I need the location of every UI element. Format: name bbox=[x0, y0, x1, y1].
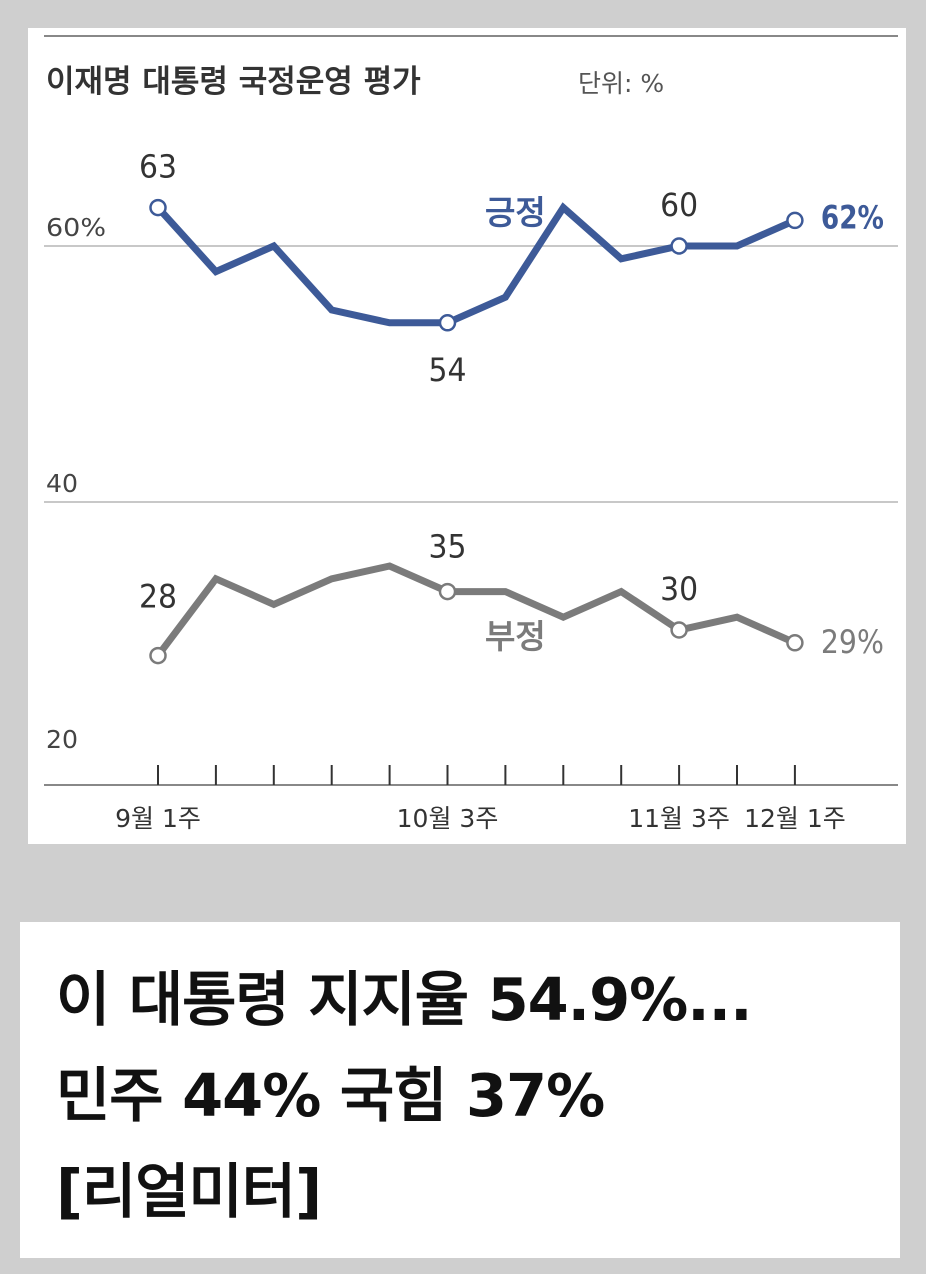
chart-panel: 이재명 대통령 국정운영 평가 단위: % 60% 40 20 9월 1주 10월 3… bbox=[28, 28, 906, 844]
data-point-marker bbox=[670, 621, 688, 639]
data-label: 30 bbox=[660, 570, 698, 608]
data-point-marker bbox=[149, 646, 167, 665]
y-tick-label: 20 bbox=[46, 725, 78, 754]
x-axis: 9월 1주 10월 3주 11월 3주 12월 1주 bbox=[115, 765, 846, 833]
data-point-marker bbox=[786, 211, 804, 230]
chart-title: 이재명 대통령 국정운영 평가 bbox=[46, 64, 421, 100]
y-tick-label: 60% bbox=[46, 213, 106, 242]
data-label: 54 bbox=[429, 351, 467, 389]
headline-line-1: 이 대통령 지지율 54.9%... bbox=[56, 965, 753, 1034]
series-name-label: 부정 bbox=[485, 617, 546, 656]
x-tick-label: 12월 1주 bbox=[744, 804, 846, 833]
label-layer: 63 54 60 62% 긍정 28 35 30 29% 부정 bbox=[139, 148, 884, 661]
y-tick-label: 40 bbox=[46, 469, 78, 498]
data-label: 62% bbox=[821, 198, 884, 236]
headline-panel: 이 대통령 지지율 54.9%... 민주 44% 국힘 37% [리얼미터] bbox=[20, 922, 900, 1258]
headline-line-2: 민주 44% 국힘 37% bbox=[56, 1061, 605, 1130]
data-label: 60 bbox=[660, 186, 698, 224]
data-label: 29% bbox=[821, 623, 884, 661]
grid-layer: 60% 40 20 bbox=[44, 213, 898, 786]
series-line-negative bbox=[155, 562, 797, 658]
data-point-marker bbox=[438, 582, 457, 601]
series-name-label: 긍정 bbox=[485, 193, 546, 232]
x-tick-label: 10월 3주 bbox=[397, 804, 499, 833]
x-tick-label: 9월 1주 bbox=[115, 804, 201, 833]
line-chart: 이재명 대통령 국정운영 평가 단위: % 60% 40 20 9월 1주 10월 3… bbox=[44, 35, 898, 833]
data-label: 35 bbox=[429, 528, 467, 566]
data-point-marker bbox=[149, 198, 167, 217]
unit-label: 단위: % bbox=[578, 69, 664, 98]
series-layer bbox=[149, 198, 804, 665]
data-point-marker bbox=[670, 237, 688, 255]
data-point-marker bbox=[438, 314, 457, 332]
data-point-marker bbox=[786, 634, 804, 652]
data-label: 28 bbox=[139, 578, 177, 616]
x-tick-label: 11월 3주 bbox=[628, 804, 730, 833]
series-line-positive bbox=[155, 202, 797, 327]
headline-line-3: [리얼미터] bbox=[56, 1157, 322, 1226]
data-label: 63 bbox=[139, 148, 177, 186]
